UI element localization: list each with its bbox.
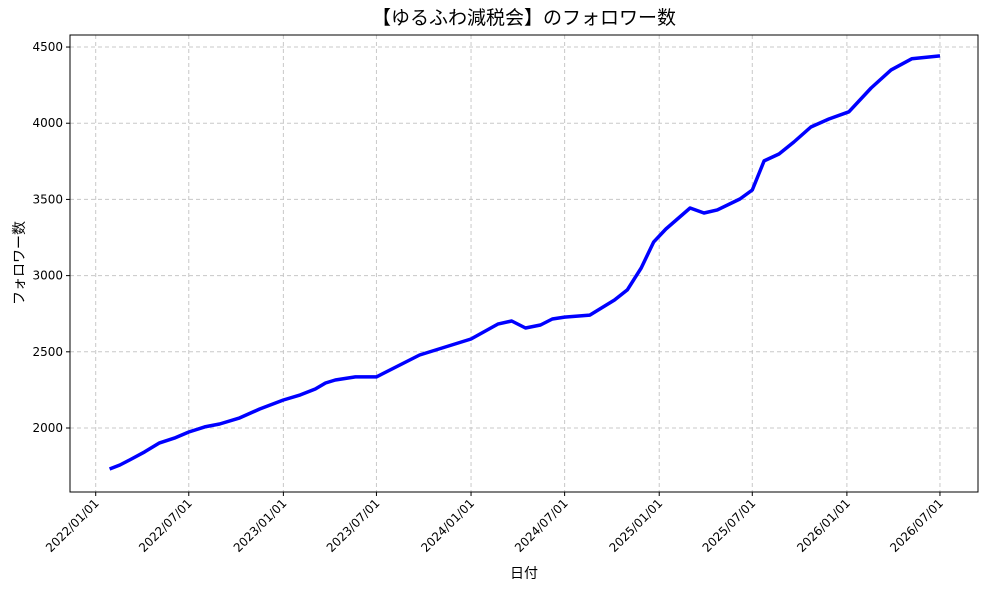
x-tick-label: 2026/07/01 bbox=[887, 496, 946, 555]
x-tick-label: 2022/07/01 bbox=[136, 496, 195, 555]
y-axis-label: フォロワー数 bbox=[12, 221, 28, 305]
x-axis-label: 日付 bbox=[510, 566, 538, 582]
x-tick-label: 2023/07/01 bbox=[324, 496, 383, 555]
x-tick-label: 2026/01/01 bbox=[794, 496, 853, 555]
x-tick-label: 2025/01/01 bbox=[607, 496, 666, 555]
y-tick-label: 4000 bbox=[32, 116, 63, 130]
y-tick-label: 2500 bbox=[32, 345, 63, 359]
y-tick-label: 2000 bbox=[32, 421, 63, 435]
data-line bbox=[108, 54, 941, 471]
y-tick-label: 3500 bbox=[32, 192, 63, 206]
y-tick-label: 4500 bbox=[32, 40, 63, 54]
chart-title: 【ゆるふわ減税会】のフォロワー数 bbox=[372, 7, 676, 29]
y-tick-label: 3000 bbox=[32, 269, 63, 283]
x-tick-label: 2022/01/01 bbox=[43, 496, 102, 555]
x-tick-label: 2024/07/01 bbox=[512, 496, 571, 555]
x-tick-label: 2023/01/01 bbox=[231, 496, 290, 555]
plot-frame bbox=[69, 34, 979, 493]
x-tick-label: 2025/07/01 bbox=[700, 496, 759, 555]
x-tick-label: 2024/01/01 bbox=[418, 496, 477, 555]
